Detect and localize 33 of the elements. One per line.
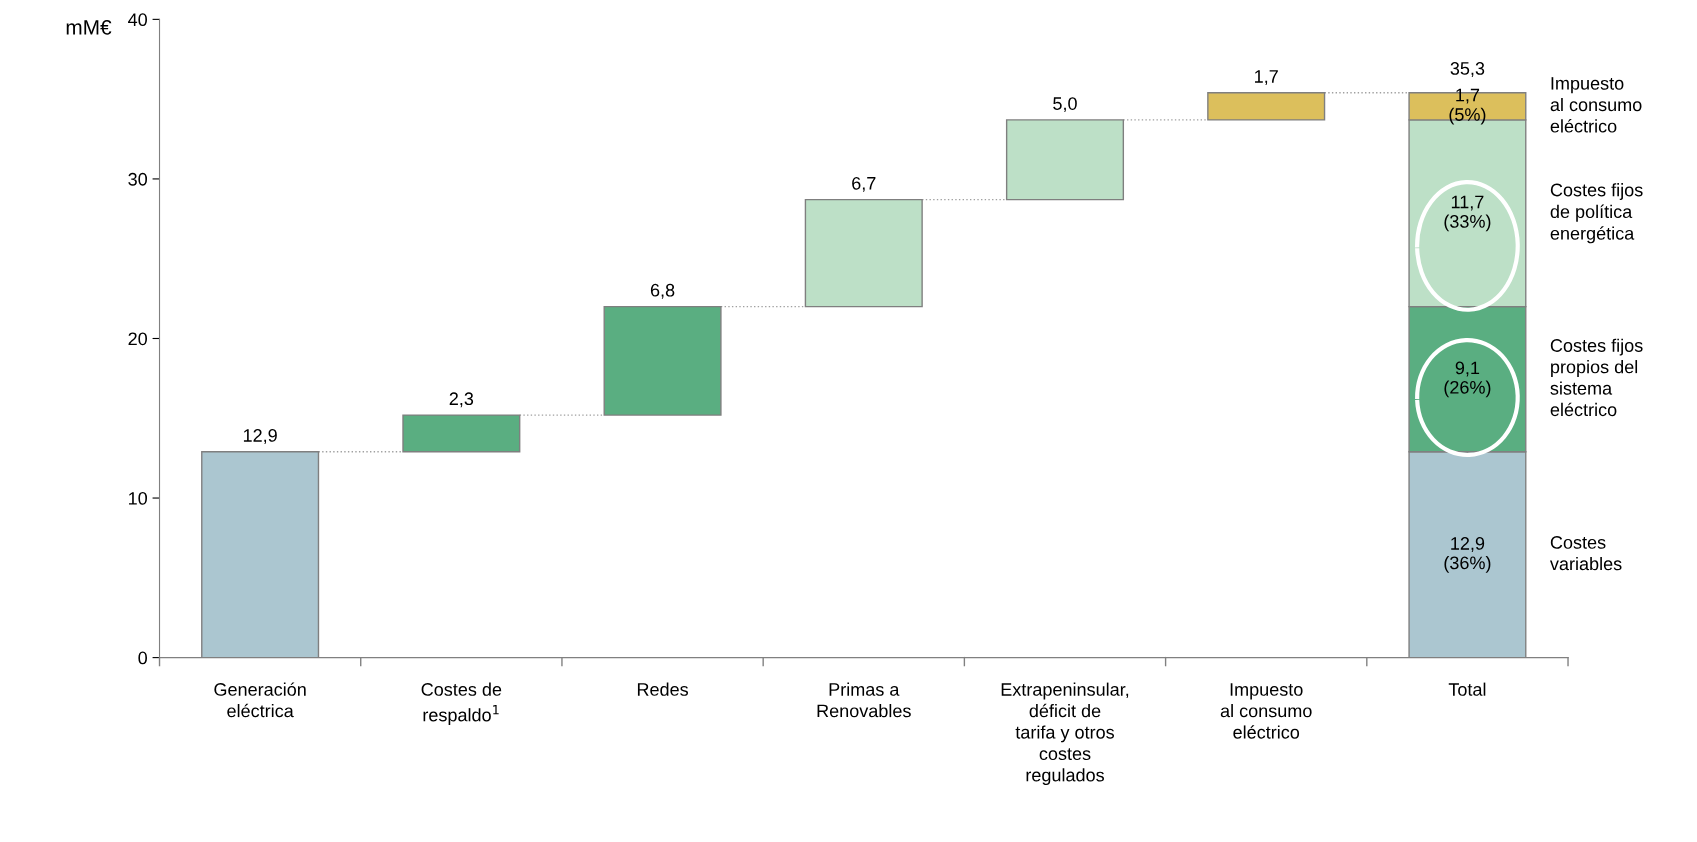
data-label: 6,7 <box>852 176 876 192</box>
y-tick-label: 20 <box>128 332 148 346</box>
x-tick-label: Redes <box>637 682 688 696</box>
series-label: Costes fijos propios del sistema eléctrico <box>1550 338 1643 417</box>
data-label: 5,0 <box>1053 97 1077 113</box>
y-tick-label: 40 <box>128 13 148 27</box>
bar <box>804 198 923 308</box>
x-tick-label: Costes de respaldo$^{1}$ <box>421 682 502 725</box>
x-tick-label: Primas a Renovables <box>817 682 911 718</box>
data-label: 9,1 (26%) <box>1444 361 1491 398</box>
data-label: 12,9 (36%) <box>1444 537 1491 573</box>
data-label: 1,7 (5%) <box>1449 88 1486 125</box>
data-label: 11,7 (33%) <box>1444 195 1491 232</box>
series-label: Costes variables <box>1549 536 1622 571</box>
bar <box>603 305 722 416</box>
y-tick-label: 0 <box>138 651 148 665</box>
bar <box>1207 92 1326 121</box>
x-tick-label: Generación eléctrica <box>214 682 306 718</box>
series-label: Impuesto al consumo eléctrico <box>1550 77 1642 133</box>
x-tick-label: Total <box>1448 682 1486 696</box>
x-tick-label: Extrapeninsular, déficit de tarifa y otros costes regulados <box>1001 682 1129 786</box>
data-label: 1,7 <box>1255 70 1278 85</box>
data-label: 2,3 <box>449 392 474 408</box>
total-label: 35,3 <box>1450 62 1485 77</box>
bar <box>1005 119 1125 201</box>
y-axis-title: mM€ <box>66 19 112 35</box>
data-label: 12,9 <box>243 429 277 444</box>
bar <box>402 414 521 453</box>
series-label: Costes fijos de política energética <box>1550 183 1643 244</box>
x-tick-label: Impuesto al consumo eléctrico <box>1220 683 1312 739</box>
y-tick-label: 10 <box>129 491 148 505</box>
data-label: 6,8 <box>650 283 675 299</box>
y-tick-label: 30 <box>128 172 148 186</box>
